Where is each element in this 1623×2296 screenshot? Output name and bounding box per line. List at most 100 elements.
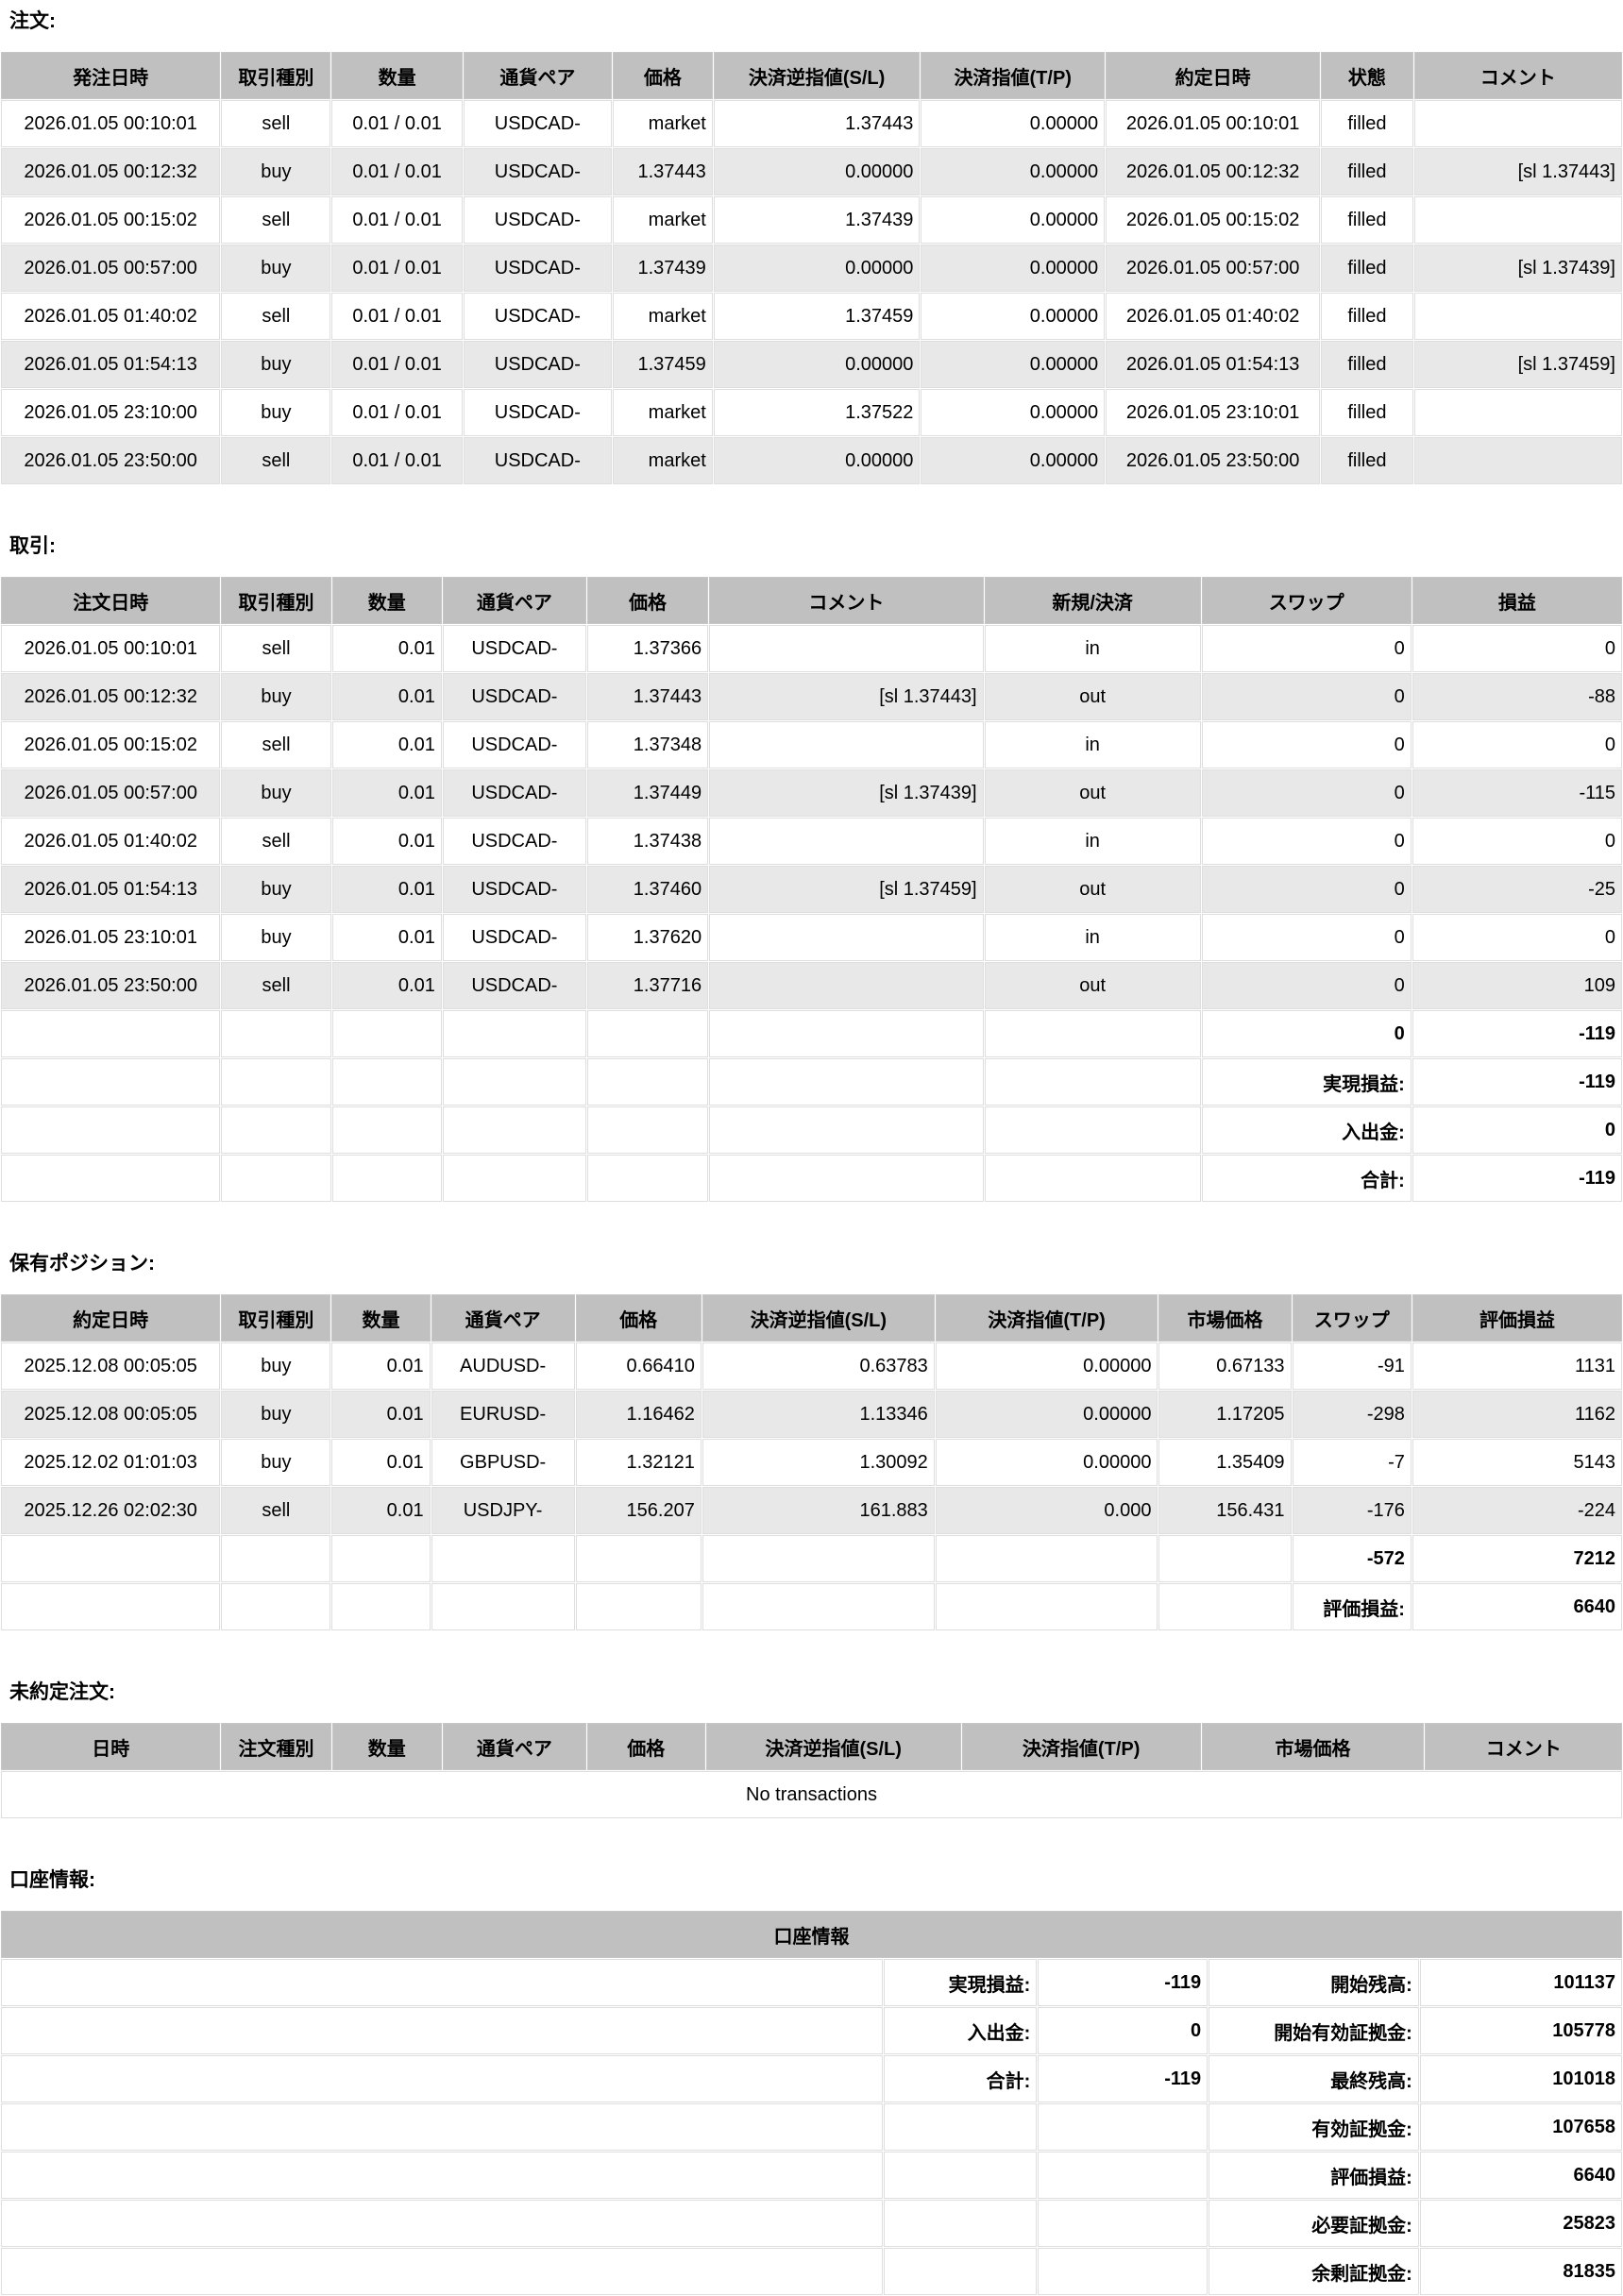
positions-col-floating-pl: 評価損益 [1412, 1294, 1622, 1342]
position-symbol-cell: GBPUSD- [431, 1439, 575, 1486]
cell [984, 1010, 1201, 1057]
trades-col-type: 取引種別 [221, 577, 331, 624]
trade-volume-cell: 0.01 [331, 818, 442, 865]
position-time-cell: 2025.12.08 00:05:05 [1, 1342, 221, 1390]
position-sl-cell: 161.883 [702, 1487, 935, 1534]
positions-floating-row: 評価損益: 6640 [1, 1583, 1622, 1630]
position-market-price-cell: 156.431 [1158, 1487, 1292, 1534]
position-volume-cell: 0.01 [331, 1342, 431, 1390]
pending-col-comment: コメント [1425, 1723, 1622, 1770]
positions-floating-value: 6640 [1412, 1583, 1622, 1630]
trade-time-cell: 2026.01.05 00:10:01 [1, 625, 221, 672]
trade-swap-cell: 0 [1201, 673, 1412, 720]
order-type-cell: sell [221, 437, 331, 484]
trade-comment-cell [709, 818, 984, 865]
trades-col-profit: 損益 [1412, 577, 1622, 624]
cell [442, 1106, 586, 1154]
order-comment-cell [1413, 100, 1622, 147]
order-type-cell: buy [221, 148, 331, 195]
positions-col-market-price: 市場価格 [1158, 1294, 1292, 1342]
trades-col-swap: スワップ [1201, 577, 1412, 624]
order-sl-cell: 0.00000 [713, 437, 921, 484]
order-open-time-cell: 2026.01.05 01:54:13 [1, 341, 221, 388]
cell [442, 1058, 586, 1106]
trade-volume-cell: 0.01 [331, 673, 442, 720]
account-value-right-cell: 81835 [1419, 2248, 1622, 2295]
order-row: 2026.01.05 01:40:02 sell 0.01 / 0.01 USD… [1, 293, 1622, 340]
positions-table: 約定日時 取引種別 数量 通貨ペア 価格 決済逆指値(S/L) 決済指値(T/P… [0, 1293, 1623, 1631]
trade-symbol-cell: USDCAD- [442, 914, 586, 961]
position-sl-cell: 1.30092 [702, 1439, 935, 1486]
trade-profit-cell: -115 [1412, 769, 1622, 817]
order-open-time-cell: 2026.01.05 00:12:32 [1, 148, 221, 195]
trade-swap-cell: 0 [1201, 962, 1412, 1009]
order-state-cell: filled [1321, 389, 1413, 436]
trades-realized-value: -119 [1412, 1058, 1622, 1106]
position-floating-pl-cell: 1131 [1412, 1342, 1622, 1390]
orders-table: 発注日時 取引種別 数量 通貨ペア 価格 決済逆指値(S/L) 決済指値(T/P… [0, 51, 1623, 485]
order-row: 2026.01.05 23:10:00 buy 0.01 / 0.01 USDC… [1, 389, 1622, 436]
order-tp-cell: 0.00000 [921, 196, 1106, 244]
trades-deposit-value: 0 [1412, 1106, 1622, 1154]
trade-time-cell: 2026.01.05 00:12:32 [1, 673, 221, 720]
cell [221, 1010, 331, 1057]
cell [1, 1535, 221, 1582]
pending-col-symbol: 通貨ペア [442, 1723, 586, 1770]
order-symbol-cell: USDCAD- [463, 341, 612, 388]
order-price-cell: 1.37459 [612, 341, 713, 388]
trade-row: 2026.01.05 23:10:01 buy 0.01 USDCAD- 1.3… [1, 914, 1622, 961]
trades-table: 注文日時 取引種別 数量 通貨ペア 価格 コメント 新規/決済 スワップ 損益 … [0, 576, 1623, 1203]
position-tp-cell: 0.00000 [935, 1391, 1158, 1438]
trade-row: 2026.01.05 00:57:00 buy 0.01 USDCAD- 1.3… [1, 769, 1622, 817]
cell [331, 1583, 431, 1630]
position-swap-cell: -176 [1292, 1487, 1412, 1534]
order-state-cell: filled [1321, 437, 1413, 484]
cell [586, 1106, 709, 1154]
trade-direction-cell: in [984, 721, 1201, 768]
positions-col-price: 価格 [575, 1294, 702, 1342]
position-sl-cell: 0.63783 [702, 1342, 935, 1390]
account-label-left-cell [883, 2200, 1038, 2247]
account-label-right-cell: 評価損益: [1209, 2152, 1419, 2199]
cell [221, 1583, 331, 1630]
trades-col-volume: 数量 [331, 577, 442, 624]
trade-time-cell: 2026.01.05 00:15:02 [1, 721, 221, 768]
trade-time-cell: 2026.01.05 01:54:13 [1, 866, 221, 913]
position-floating-pl-cell: -224 [1412, 1487, 1622, 1534]
cell [984, 1058, 1201, 1106]
account-spacer-cell [1, 2055, 883, 2102]
account-info-section: 口座情報: 口座情報 実現損益: -119 開始残高: 101137 入出金: [0, 1868, 1623, 2296]
account-row: 実現損益: -119 開始残高: 101137 [1, 1959, 1622, 2006]
trades-table-body: 2026.01.05 00:10:01 sell 0.01 USDCAD- 1.… [1, 625, 1622, 1009]
order-type-cell: sell [221, 196, 331, 244]
cell [1, 1106, 221, 1154]
pending-empty-row: No transactions [1, 1771, 1622, 1818]
order-state-cell: filled [1321, 148, 1413, 195]
cell [709, 1058, 984, 1106]
order-symbol-cell: USDCAD- [463, 293, 612, 340]
trades-realized-row: 実現損益: -119 [1, 1058, 1622, 1106]
account-info-section-title: 口座情報: [9, 1869, 95, 1891]
order-state-cell: filled [1321, 341, 1413, 388]
trades-header-row: 注文日時 取引種別 数量 通貨ペア 価格 コメント 新規/決済 スワップ 損益 [1, 577, 1622, 624]
cell [702, 1583, 935, 1630]
trades-total-profit: -119 [1412, 1010, 1622, 1057]
order-comment-cell [1413, 196, 1622, 244]
order-symbol-cell: USDCAD- [463, 148, 612, 195]
trade-direction-cell: out [984, 962, 1201, 1009]
order-volume-cell: 0.01 / 0.01 [331, 196, 463, 244]
order-symbol-cell: USDCAD- [463, 389, 612, 436]
account-table-body: 実現損益: -119 開始残高: 101137 入出金: 0 開始有効証拠金: … [1, 1959, 1622, 2295]
position-floating-pl-cell: 1162 [1412, 1391, 1622, 1438]
trade-volume-cell: 0.01 [331, 914, 442, 961]
position-market-price-cell: 1.35409 [1158, 1439, 1292, 1486]
trade-type-cell: buy [221, 866, 331, 913]
account-label-right-cell: 余剰証拠金: [1209, 2248, 1419, 2295]
trade-volume-cell: 0.01 [331, 962, 442, 1009]
trade-time-cell: 2026.01.05 23:50:00 [1, 962, 221, 1009]
trades-deposit-row: 入出金: 0 [1, 1106, 1622, 1154]
positions-summary-body: -572 7212 評価損益: 6640 [1, 1535, 1622, 1630]
trade-time-cell: 2026.01.05 23:10:01 [1, 914, 221, 961]
pending-col-price: 価格 [586, 1723, 705, 1770]
position-type-cell: buy [221, 1342, 331, 1390]
